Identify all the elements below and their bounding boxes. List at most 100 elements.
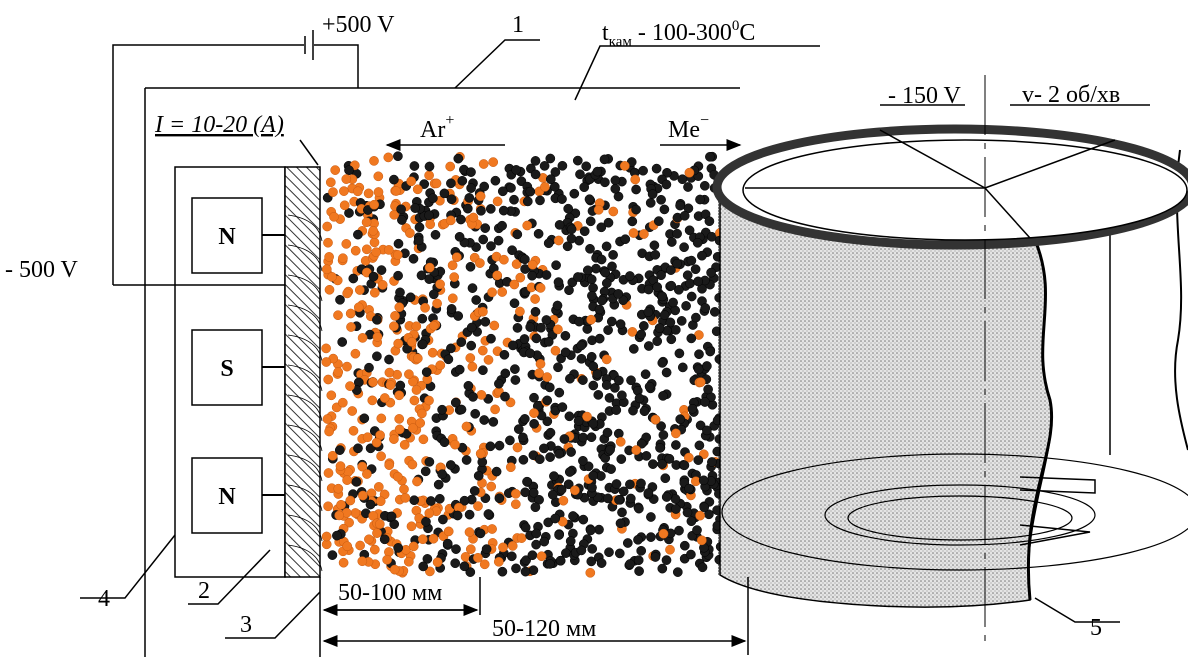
particle xyxy=(341,239,352,249)
particle xyxy=(439,188,450,199)
particle xyxy=(479,559,490,570)
particle xyxy=(322,414,333,424)
field-line xyxy=(287,274,323,302)
particle xyxy=(369,156,379,166)
particle xyxy=(478,365,488,376)
particle xyxy=(470,408,481,419)
particle xyxy=(558,495,569,506)
particle xyxy=(321,357,332,367)
particle xyxy=(362,432,373,443)
particle xyxy=(431,178,442,189)
particle xyxy=(665,544,675,555)
particle xyxy=(385,380,396,390)
particle xyxy=(413,235,424,246)
particle xyxy=(507,245,517,256)
particle xyxy=(593,204,604,215)
particle xyxy=(396,204,406,215)
particle xyxy=(328,187,338,197)
particle xyxy=(695,194,705,205)
particle xyxy=(477,457,488,467)
particle xyxy=(452,510,463,521)
particle xyxy=(601,241,612,252)
particle xyxy=(626,375,636,386)
particle xyxy=(613,428,624,439)
particle xyxy=(374,519,385,529)
particle xyxy=(333,367,344,377)
particle xyxy=(528,565,539,576)
particle xyxy=(633,555,644,566)
particle xyxy=(376,265,387,275)
particle xyxy=(382,554,392,565)
particle xyxy=(342,541,353,552)
particle xyxy=(425,566,435,577)
particle xyxy=(393,338,404,349)
particle xyxy=(545,559,555,569)
particle xyxy=(379,534,390,545)
particle xyxy=(557,402,568,412)
particle xyxy=(492,270,503,281)
particle xyxy=(582,265,593,276)
particle xyxy=(671,440,681,450)
particle xyxy=(704,216,715,227)
particle xyxy=(601,380,612,390)
particle xyxy=(656,421,666,431)
particle xyxy=(497,220,507,231)
particle xyxy=(627,216,638,227)
particle xyxy=(323,501,333,512)
particle xyxy=(401,428,412,439)
particle xyxy=(664,453,675,464)
particle xyxy=(697,562,708,573)
particle xyxy=(520,522,531,533)
particle xyxy=(599,154,610,165)
particle xyxy=(684,225,695,236)
particle xyxy=(576,340,587,351)
particle xyxy=(578,455,588,466)
particle xyxy=(412,476,422,487)
particle xyxy=(393,151,403,162)
particle xyxy=(531,333,542,344)
particle xyxy=(552,300,563,311)
particle xyxy=(658,528,669,539)
particle xyxy=(480,223,491,233)
particle xyxy=(371,247,381,258)
particle xyxy=(539,161,550,171)
particle xyxy=(475,258,485,268)
particle xyxy=(625,271,635,281)
particles xyxy=(321,151,726,578)
particle xyxy=(550,513,561,524)
particle xyxy=(591,263,601,274)
particle xyxy=(405,292,416,303)
particle xyxy=(492,196,503,207)
particle xyxy=(376,451,386,462)
particle xyxy=(368,271,379,282)
particle xyxy=(465,261,476,272)
magnet xyxy=(191,457,263,534)
particle xyxy=(365,443,376,454)
particle xyxy=(692,525,702,535)
particle xyxy=(485,441,496,452)
rotation: v- 2 об/хв xyxy=(1022,82,1120,108)
particle xyxy=(369,287,380,298)
particle xyxy=(488,417,499,427)
particle xyxy=(489,320,500,331)
particle xyxy=(686,549,696,560)
particle xyxy=(643,341,654,351)
particle xyxy=(516,533,527,543)
particle xyxy=(679,460,690,471)
particle xyxy=(628,344,639,354)
particle xyxy=(411,385,422,395)
particle xyxy=(679,242,689,253)
particle xyxy=(417,339,428,350)
particle xyxy=(656,270,666,281)
particle xyxy=(705,346,716,357)
particle xyxy=(485,204,496,214)
particle xyxy=(402,343,412,354)
particle xyxy=(321,343,331,354)
particle xyxy=(344,208,354,218)
particle xyxy=(586,314,596,325)
particle xyxy=(335,461,346,471)
particle xyxy=(473,552,483,563)
temp-range: - 100-300 xyxy=(638,20,732,46)
particle xyxy=(586,274,597,285)
field-line xyxy=(287,214,323,242)
